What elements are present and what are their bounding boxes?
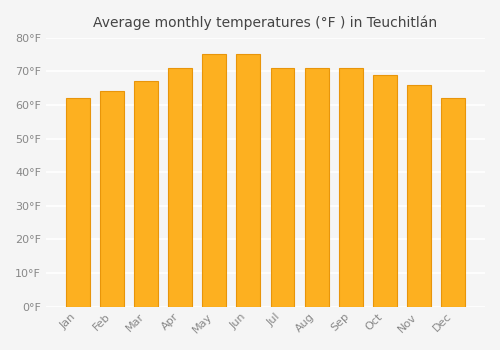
Bar <box>270 68 294 307</box>
Bar <box>373 75 397 307</box>
Bar <box>407 85 431 307</box>
Bar <box>134 81 158 307</box>
Bar <box>66 98 90 307</box>
Bar <box>236 55 260 307</box>
Bar <box>304 68 328 307</box>
Title: Average monthly temperatures (°F ) in Teuchitlán: Average monthly temperatures (°F ) in Te… <box>94 15 438 29</box>
Bar <box>168 68 192 307</box>
Bar <box>441 98 465 307</box>
Bar <box>202 55 226 307</box>
Bar <box>100 91 124 307</box>
Bar <box>339 68 362 307</box>
